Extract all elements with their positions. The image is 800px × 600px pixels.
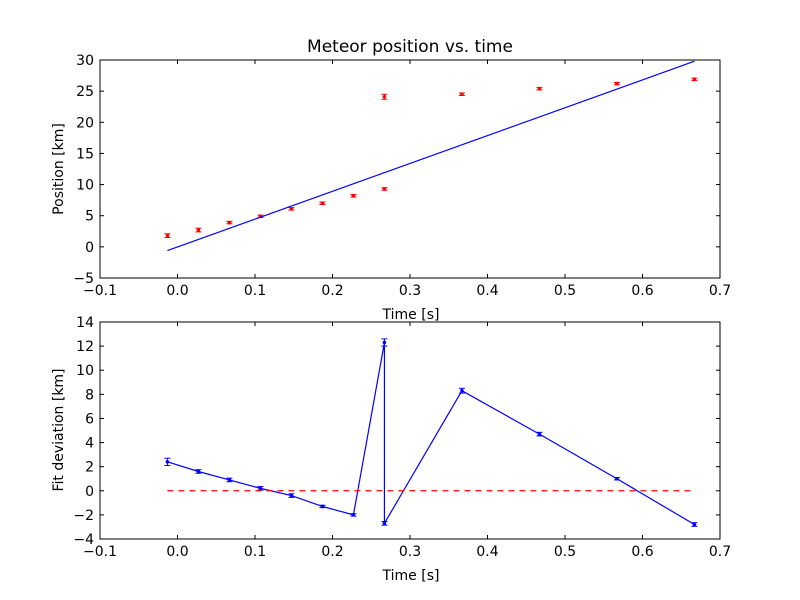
position-chart-y-tick-label: −5 (73, 271, 94, 287)
position-chart-data-point (289, 207, 294, 211)
position-chart-x-tick-label: 0.1 (244, 283, 266, 299)
deviation-chart-data-point (196, 469, 201, 474)
deviation-chart-data-point (382, 340, 387, 345)
position-chart-data-point (227, 220, 232, 225)
position-chart-data-point (460, 92, 464, 97)
position-chart-x-tick-label: 0.5 (554, 283, 576, 299)
deviation-chart-x-tick-label: −0.1 (83, 544, 117, 560)
position-chart-y-tick-label: 0 (85, 240, 94, 256)
position-chart-y-tick-label: 25 (76, 84, 94, 100)
deviation-chart-y-tick-label: 8 (85, 387, 94, 403)
position-chart-data-point (351, 193, 356, 198)
deviation-chart-data-point (692, 522, 697, 527)
deviation-chart-data-point (537, 432, 542, 436)
deviation-chart-x-tick-label: 0.6 (631, 544, 653, 560)
position-chart-x-tick-label: 0.7 (709, 283, 731, 299)
position-chart-data-point (615, 81, 619, 86)
deviation-chart-y-tick-label: 14 (76, 315, 94, 331)
deviation-chart-x-tick-label: 0.2 (321, 544, 343, 560)
position-chart-data-point (382, 187, 387, 191)
deviation-chart-y-tick-label: 10 (76, 363, 94, 379)
deviation-chart-data-point (351, 513, 356, 517)
deviation-chart-x-tick-label: 0.5 (554, 544, 576, 560)
position-chart-x-axis-label: Time [s] (382, 307, 440, 323)
deviation-chart-data-point (382, 521, 387, 526)
deviation-chart-y-tick-label: −4 (73, 532, 94, 548)
position-chart-y-tick-label: 20 (76, 115, 94, 131)
position-chart-y-tick-label: 5 (85, 209, 94, 225)
position-chart-data-point (165, 233, 170, 238)
position-chart-x-tick-label: 0.0 (166, 283, 188, 299)
deviation-chart: Time [s] Fit deviation [km] −0.1 0.0 0.1 0.… (51, 315, 731, 584)
position-chart-y-tick-label: 15 (76, 146, 94, 162)
position-chart-data-point (537, 86, 542, 91)
deviation-chart-x-axis-label: Time [s] (382, 568, 440, 584)
deviation-chart-x-tick-label: 0.0 (166, 544, 188, 560)
position-chart-x-tick-label: 0.4 (476, 283, 498, 299)
deviation-chart-y-tick-label: 0 (85, 484, 94, 500)
deviation-chart-x-tick-label: 0.1 (244, 544, 266, 560)
position-chart-data-point (692, 77, 697, 82)
deviation-chart-data-point (227, 478, 232, 482)
deviation-chart-x-tick-label: 0.4 (476, 544, 498, 560)
deviation-chart-y-tick-label: 6 (85, 411, 94, 427)
deviation-chart-data-point (615, 476, 619, 481)
position-chart-y-axis-label: Position [km] (51, 123, 67, 215)
position-chart-title: Meteor position vs. time (307, 37, 513, 57)
deviation-chart-data-point (258, 486, 263, 491)
deviation-chart-x-tick-label: 0.7 (709, 544, 731, 560)
deviation-chart-y-tick-label: 4 (85, 436, 94, 452)
position-chart-x-tick-label: 0.3 (399, 283, 421, 299)
deviation-chart-y-tick-label: −2 (73, 508, 94, 524)
position-chart-data-point (382, 94, 387, 99)
position-chart: Meteor position vs. time Time [s] Positi… (51, 37, 731, 323)
position-chart-data-point (196, 228, 201, 232)
position-chart-x-tick-label: 0.2 (321, 283, 343, 299)
deviation-chart-y-tick-label: 12 (76, 339, 94, 355)
position-chart-x-tick-label: −0.1 (83, 283, 117, 299)
deviation-chart-data-point (320, 504, 325, 509)
deviation-chart-data-point (289, 493, 294, 498)
deviation-chart-y-tick-label: 2 (85, 460, 94, 476)
position-chart-y-tick-label: 30 (76, 53, 94, 69)
position-chart-x-tick-label: 0.6 (631, 283, 653, 299)
deviation-chart-data-point (460, 388, 464, 393)
deviation-chart-data-point (165, 459, 170, 464)
deviation-chart-y-axis-label: Fit deviation [km] (51, 368, 67, 491)
deviation-chart-x-tick-label: 0.3 (399, 544, 421, 560)
position-chart-data-point (320, 201, 325, 206)
position-chart-y-tick-label: 10 (76, 178, 94, 194)
position-chart-fit-line (167, 60, 695, 252)
